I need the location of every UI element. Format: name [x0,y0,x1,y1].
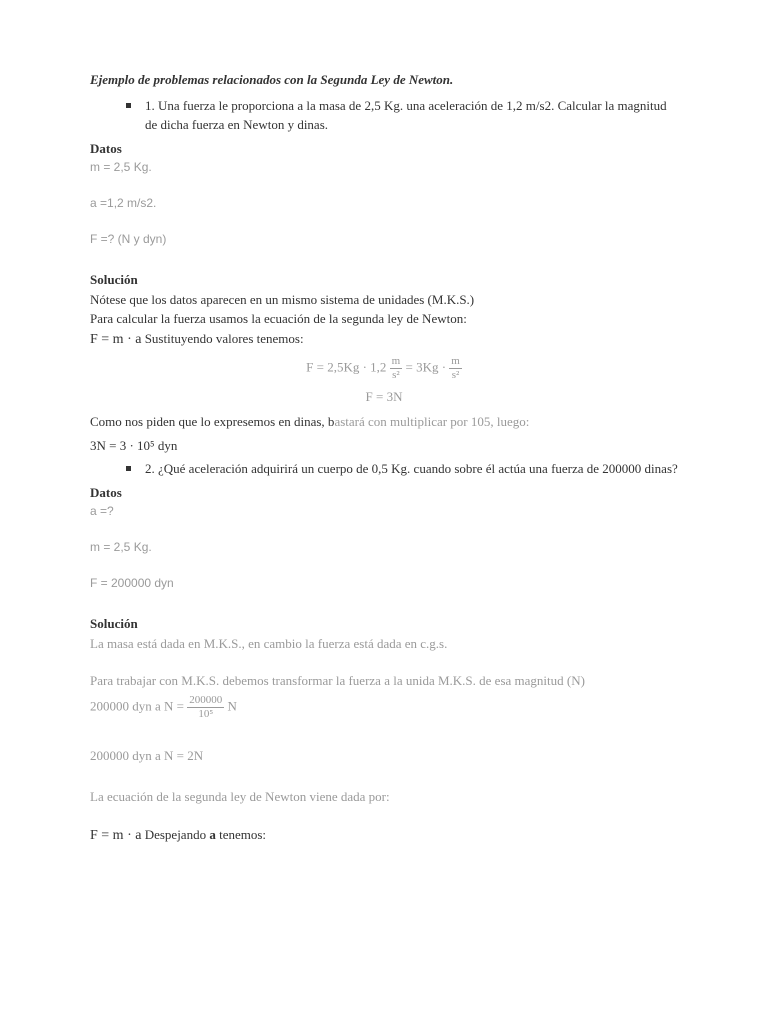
bullet-icon [126,466,131,471]
desp-text: Despejando [141,827,209,842]
note-newton-eq: La ecuación de la segunda ley de Newton … [90,787,678,807]
eq-fma2-text: F = m · a [90,828,141,843]
fraction-conv: 200000 10⁵ [187,695,224,720]
bullet-item-1: 1. Una fuerza le proporciona a la masa d… [90,96,678,135]
desp-text2: tenemos: [216,827,266,842]
conv1-a: 200000 dyn a N = [90,698,187,713]
note-mks: Nótese que los datos aparecen en un mism… [90,290,678,310]
solucion-heading-2: Solución [90,614,678,634]
frac-num: m [390,356,403,369]
equation-dyn: 3N = 3 · 10⁵ dyn [90,436,678,456]
dinas-part-b: astará con multiplicar por 105, luego: [334,414,529,429]
page-title: Ejemplo de problemas relacionados con la… [90,70,678,90]
equation-conv1: 200000 dyn a N = 200000 10⁵ N [90,695,678,720]
dinas-part-a: Como nos piden que lo expresemos en dina… [90,414,334,429]
data-f-2: F = 200000 dyn [90,574,678,592]
eq-sub-b: = 3Kg · [405,359,449,374]
equation-result-3n: F = 3N [90,387,678,407]
frac-den: s² [449,369,462,381]
frac-den: s² [390,369,403,381]
data-a-1: a =1,2 m/s2. [90,194,678,212]
bullet-text-2: 2. ¿Qué aceleración adquirirá un cuerpo … [145,459,678,479]
eq-fma-text: F = m · a [90,332,141,347]
fraction-ms2-1: m s² [390,356,403,381]
note-transform: Para trabajar con M.K.S. debemos transfo… [90,671,678,691]
bullet-text-1: 1. Una fuerza le proporciona a la masa d… [145,96,678,135]
datos-heading-1: Datos [90,139,678,159]
eq-sub-a: F = 2,5Kg · 1,2 [306,359,386,374]
frac-num: m [449,356,462,369]
data-f-1: F =? (N y dyn) [90,230,678,248]
data-a-2: a =? [90,502,678,520]
equation-substitution: F = 2,5Kg · 1,2 m s² = 3Kg · m s² [90,356,678,381]
frac-den: 10⁵ [187,708,224,720]
subst-text: Sustituyendo valores tenemos: [141,331,303,346]
fraction-ms2-2: m s² [449,356,462,381]
document-page: Ejemplo de problemas relacionados con la… [0,0,768,1024]
bullet-item-2: 2. ¿Qué aceleración adquirirá un cuerpo … [90,459,678,479]
data-m-1: m = 2,5 Kg. [90,158,678,176]
data-m-2: m = 2,5 Kg. [90,538,678,556]
solucion-heading-1: Solución [90,270,678,290]
note-cgs: La masa está dada en M.K.S., en cambio l… [90,634,678,654]
conv1-b: N [228,698,237,713]
bullet-icon [126,103,131,108]
equation-conv2: 200000 dyn a N = 2N [90,746,678,766]
equation-fma-1: F = m · a Sustituyendo valores tenemos: [90,329,678,350]
frac-num: 200000 [187,695,224,708]
calc-sentence: Para calcular la fuerza usamos la ecuaci… [90,309,678,329]
equation-fma-2: F = m · a Despejando a tenemos: [90,825,678,846]
datos-heading-2: Datos [90,483,678,503]
dinas-sentence: Como nos piden que lo expresemos en dina… [90,412,678,432]
